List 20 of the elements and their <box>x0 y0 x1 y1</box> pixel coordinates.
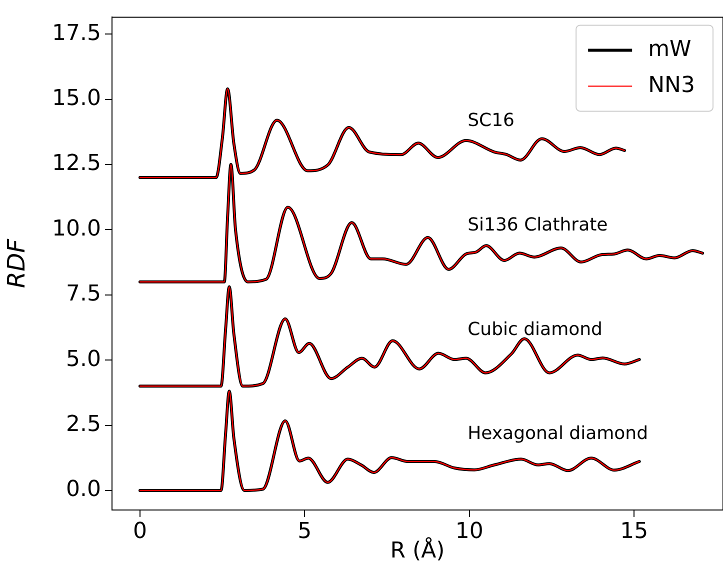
y-axis-title: RDF <box>2 238 31 288</box>
x-tick-label: 10 <box>455 518 484 544</box>
y-tick-label: 15.0 <box>52 86 101 112</box>
annotation: Cubic diamond <box>468 318 602 340</box>
x-tick-label: 15 <box>620 518 648 544</box>
annotation: Si136 Clathrate <box>468 214 608 236</box>
y-tick-label: 7.5 <box>66 282 101 307</box>
annotation: SC16 <box>468 110 515 132</box>
y-tick-label: 12.5 <box>52 151 101 176</box>
x-axis-title: R (Å) <box>390 536 445 564</box>
annotation: Hexagonal diamond <box>468 423 648 444</box>
y-tick-label: 17.5 <box>52 20 101 46</box>
x-tick-label: 5 <box>298 518 312 544</box>
y-tick-label: 0.0 <box>66 477 101 502</box>
x-tick-label: 0 <box>132 518 147 544</box>
y-tick-label: 2.5 <box>66 412 101 437</box>
y-tick-label: 5.0 <box>66 346 101 372</box>
y-tick-label: 10.0 <box>52 216 101 242</box>
legend-label: NN3 <box>648 72 696 98</box>
legend-label: mW <box>648 36 692 62</box>
